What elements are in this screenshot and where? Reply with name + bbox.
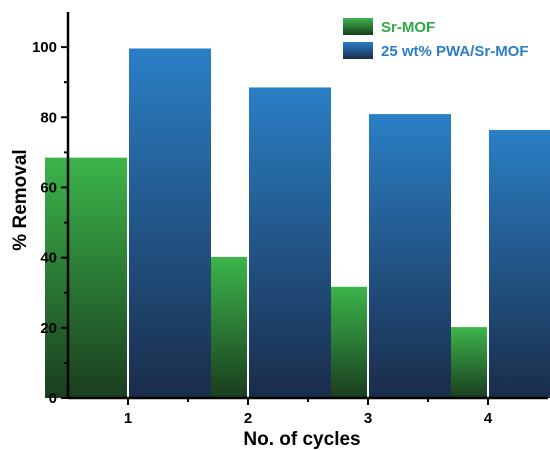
- y-tick-label: 100: [32, 39, 57, 56]
- x-tick-label: 1: [124, 410, 132, 427]
- x-tick-label: 3: [364, 410, 372, 427]
- y-tick-label: 0: [49, 390, 57, 407]
- legend-swatch-sr-mof: [343, 18, 373, 35]
- bar-sr-mof-cycle-1: [45, 157, 127, 398]
- y-tick-label: 80: [40, 109, 57, 126]
- y-tick-label: 40: [40, 250, 57, 267]
- x-tick-label: 4: [484, 410, 493, 427]
- legend-label-pwa: 25 wt% PWA/Sr-MOF: [381, 43, 529, 60]
- x-axis-title: No. of cycles: [243, 429, 360, 450]
- bar-pwa-cycle-3: [369, 114, 451, 398]
- bar-pwa-cycle-1: [129, 48, 211, 399]
- bars-layer: [45, 48, 550, 399]
- legend-label-sr-mof: Sr-MOF: [381, 19, 435, 36]
- y-axis-title: % Removal: [10, 149, 31, 250]
- bar-pwa-cycle-2: [249, 87, 331, 398]
- y-tick-label: 60: [40, 179, 57, 196]
- legend-swatch-pwa: [343, 42, 373, 59]
- x-tick-label: 2: [244, 410, 252, 427]
- ticks-layer: 0 20 40 60 80 100 1 2 3 4: [32, 39, 493, 427]
- y-tick-label: 20: [40, 320, 57, 337]
- bar-pwa-cycle-4: [489, 129, 550, 398]
- legend: Sr-MOF 25 wt% PWA/Sr-MOF: [343, 18, 529, 60]
